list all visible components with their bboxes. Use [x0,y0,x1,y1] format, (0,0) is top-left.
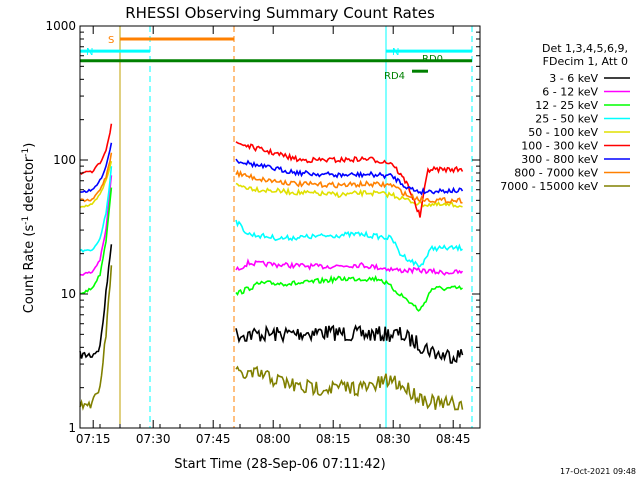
flag-label-4: RD4 [384,71,405,82]
legend-label-3: 25 - 50 keV [535,113,598,126]
chart-title: RHESSI Observing Summary Count Rates [125,4,435,22]
series-line-post-0 [235,323,464,364]
x-tick-label-5: 08:30 [376,432,411,446]
series-line-post-5 [235,141,464,218]
y-axis-label-sup-1: -1 [21,216,31,225]
legend-header-line-1: Det 1,3,4,5,6,9, [542,42,628,55]
y-axis-label-main: Count Rate (s [22,225,37,314]
series-line-post-7 [235,169,463,204]
series-line-pre-3 [79,166,113,253]
series-line-post-2 [235,274,463,312]
x-tick-label-1: 07:30 [136,432,171,446]
legend-header-line-2: FDecim 1, Att 0 [543,55,628,68]
series-line-post-6 [235,158,464,196]
series-line-pre-6 [79,142,113,194]
y-tick-label-3: 1000 [45,19,76,33]
y-axis-label-sup-2: -1 [21,148,31,157]
generation-timestamp: 17-Oct-2021 09:48 [560,467,636,476]
legend-label-2: 12 - 25 keV [535,99,598,112]
x-tick-label-3: 08:00 [256,432,291,446]
y-axis-label: Count Rate (s-1 detector-1) [21,143,37,314]
legend-label-5: 100 - 300 keV [521,140,598,153]
plot-area: S N N RD4 RD0 1 10 100 1000 07:15 07:30 07:45 08:00 0… [45,19,481,446]
series-line-post-1 [235,258,464,276]
plot-frame [79,25,481,429]
x-tick-label-2: 07:45 [196,432,231,446]
series-line-pre-7 [79,152,113,203]
series-line-post-8 [235,365,464,411]
legend-label-0: 3 - 6 keV [549,72,598,85]
legend-label-6: 300 - 800 keV [521,153,598,166]
x-tick-label-6: 08:45 [436,432,471,446]
series-line-post-4 [235,182,463,208]
series-line-pre-0 [79,244,113,359]
flag-label-1: N [86,47,93,58]
x-axis-label: Start Time (28-Sep-06 07:11:42) [174,457,385,472]
flag-label-2: N [392,47,399,58]
series-line-pre-8 [79,265,113,411]
y-tick-label-0: 1 [68,421,76,435]
legend-label-1: 6 - 12 keV [542,86,598,99]
series-line-pre-2 [79,187,113,295]
y-axis-label-end: ) [22,143,37,148]
y-axis-label-mid: detector [22,156,37,216]
y-tick-label-2: 100 [53,153,76,167]
y-tick-label-1: 10 [61,287,76,301]
flag-label-0: S [108,35,114,46]
legend-label-7: 800 - 7000 keV [514,167,598,180]
x-tick-label-0: 07:15 [76,432,111,446]
series-line-post-3 [235,219,463,268]
x-tick-label-4: 08:15 [316,432,351,446]
flag-label-5: RD0 [422,54,443,65]
series-line-pre-5 [79,123,113,175]
legend-label-4: 50 - 100 keV [528,126,598,139]
legend-header: Det 1,3,4,5,6,9, FDecim 1, Att 0 [542,42,628,68]
legend-label-8: 7000 - 15000 keV [500,180,598,193]
series-line-pre-1 [79,175,113,276]
